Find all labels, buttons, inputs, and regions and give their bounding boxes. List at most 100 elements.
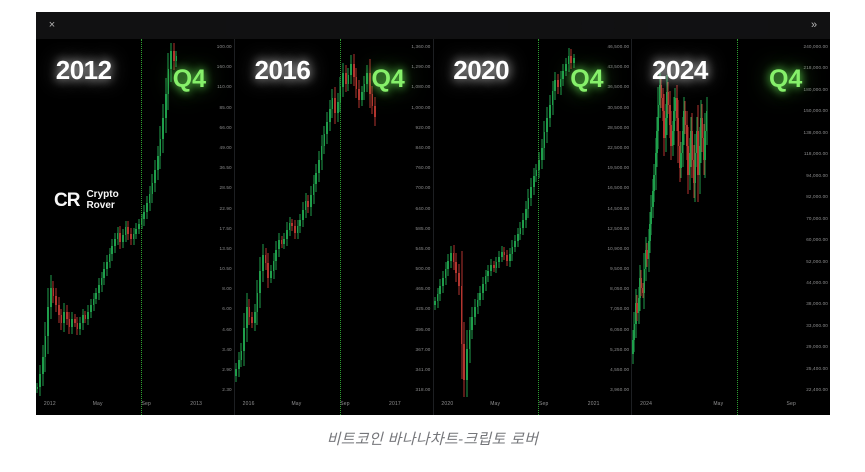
- candlestick-body: [237, 359, 240, 370]
- candlestick-body: [656, 131, 658, 153]
- candlestick-body: [490, 264, 492, 271]
- candlestick: [267, 43, 269, 397]
- candlestick-body: [476, 299, 479, 307]
- candlestick-body: [127, 227, 130, 234]
- candlestick: [479, 43, 482, 397]
- candlestick: [108, 43, 111, 397]
- candlestick: [447, 43, 450, 397]
- price-tick: 66.00: [219, 124, 232, 130]
- candlestick: [455, 43, 458, 397]
- candlestick-body: [55, 295, 57, 305]
- price-tick: 46,500.00: [607, 44, 630, 49]
- candlestick: [646, 43, 648, 397]
- price-tick: 4.60: [222, 326, 232, 332]
- candlestick: [156, 43, 159, 397]
- candlestick: [146, 43, 148, 397]
- candlestick-body: [122, 234, 124, 242]
- q4-divider-line: [538, 39, 540, 415]
- candlestick: [522, 43, 524, 397]
- price-tick: 3.40: [222, 346, 232, 352]
- candlestick-body: [695, 131, 698, 153]
- candlestick-body: [535, 170, 538, 177]
- price-tick: 160.00: [216, 64, 232, 70]
- candlestick-body: [650, 206, 653, 224]
- candlestick: [684, 43, 687, 397]
- date-tick: 2024: [640, 401, 653, 407]
- price-axis: 46,500.00 43,500.00 36,500.00 30,500.00 28,5…: [577, 44, 630, 393]
- price-tick: 3,960.00: [610, 387, 630, 393]
- candlestick: [106, 43, 108, 397]
- candlestick: [697, 43, 699, 397]
- candlestick-body: [700, 117, 702, 146]
- price-tick: 44,000.00: [806, 279, 828, 285]
- price-tick: 5,250.00: [610, 346, 630, 352]
- candlestick-body: [450, 252, 452, 261]
- chart-panel-2024[interactable]: 2024 Q4 240,000.00 218,000.00 180,000.00 150,…: [632, 39, 830, 415]
- candlestick: [111, 43, 114, 397]
- candlestick: [557, 43, 559, 397]
- candlestick-body: [557, 80, 559, 88]
- candlestick-body: [663, 111, 665, 139]
- date-tick: Sep: [786, 401, 796, 407]
- candlestick-body: [468, 329, 471, 350]
- candlestick-body: [532, 176, 535, 187]
- candlestick: [167, 43, 170, 397]
- candlestick: [532, 43, 535, 397]
- price-tick: 19,500.00: [607, 165, 630, 171]
- date-tick: Sep: [141, 401, 151, 407]
- candlestick: [474, 43, 476, 397]
- price-tick: 1,360.00: [411, 44, 431, 49]
- candlestick-body: [92, 298, 95, 305]
- candlestick: [331, 43, 334, 397]
- candlestick: [524, 43, 527, 397]
- candlestick: [138, 43, 140, 397]
- candlestick-body: [693, 160, 695, 183]
- candlestick: [484, 43, 487, 397]
- candlestick: [175, 43, 178, 397]
- candlestick-body: [154, 170, 156, 183]
- price-tick: 70,000.00: [806, 215, 828, 221]
- candlestick-body: [573, 58, 575, 63]
- price-tick: 16,500.00: [607, 185, 630, 191]
- candlestick: [164, 43, 167, 397]
- chevron-double-right-icon[interactable]: »: [810, 19, 818, 31]
- candlestick: [666, 43, 668, 397]
- candlestick: [680, 43, 682, 397]
- candlestick-body: [511, 246, 514, 255]
- candlestick: [296, 43, 299, 397]
- candlestick-body: [514, 240, 516, 247]
- candlestick: [259, 43, 261, 397]
- candlestick: [664, 43, 667, 397]
- candlestick: [326, 43, 328, 397]
- candlestick: [294, 43, 296, 397]
- candlestick: [374, 43, 376, 397]
- chart-panel-2020[interactable]: 2020 Q4 46,500.00 43,500.00 36,500.00 30,500.…: [433, 39, 633, 415]
- close-icon[interactable]: ×: [48, 19, 56, 31]
- candlestick-body: [162, 117, 164, 139]
- price-axis: 100.00 160.00 110.00 85.00 66.00 49.00 36.50 28…: [180, 44, 232, 393]
- candlestick-body: [458, 273, 460, 286]
- chart-panel-2012[interactable]: 2012 Q4 CR Crypto Rover 100.00 160.00 110.00 85.…: [36, 39, 235, 415]
- price-tick: 218,000.00: [803, 65, 828, 71]
- candlestick-body: [111, 246, 114, 255]
- price-tick: 545.00: [415, 245, 431, 251]
- candlestick-body: [350, 63, 352, 75]
- candlestick: [490, 43, 492, 397]
- chart-panel-2016[interactable]: 2016 Q4 1,360.00 1,290.00 1,080.00 1,000.00 92…: [234, 39, 434, 415]
- candlestick-body: [71, 318, 73, 327]
- date-axis: 2016 May Sep 2017: [235, 401, 433, 411]
- candlestick: [434, 43, 436, 397]
- candlestick-body: [358, 88, 360, 100]
- candlestick: [471, 43, 474, 397]
- candlestick: [352, 43, 355, 397]
- date-tick: 2020: [441, 401, 454, 407]
- candlestick-body: [659, 85, 661, 105]
- candlestick: [663, 43, 665, 397]
- candlestick-body: [670, 124, 672, 146]
- toolbar-placeholder-right: [648, 15, 768, 36]
- candlestick: [516, 43, 519, 397]
- candlestick: [650, 43, 653, 397]
- price-tick: 10,900.00: [607, 245, 630, 251]
- candlestick: [299, 43, 302, 397]
- crypto-rover-watermark: CR Crypto Rover: [54, 189, 119, 211]
